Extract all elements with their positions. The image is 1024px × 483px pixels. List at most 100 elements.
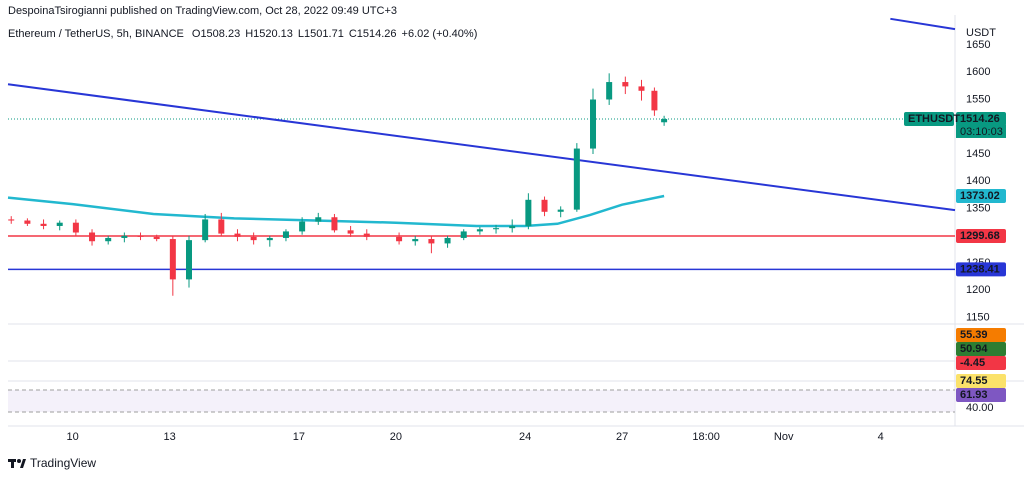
candle-body [266, 237, 273, 241]
x-tick-label: 24 [519, 431, 531, 443]
change: +6.02 (+0.40%) [402, 28, 478, 40]
x-tick-label: 13 [163, 431, 175, 443]
macd-tag-bg [956, 342, 1006, 356]
candle-body [509, 225, 516, 229]
candle-body [153, 236, 160, 240]
candle-body [40, 223, 47, 226]
candle-body [185, 240, 192, 280]
candle-body [573, 148, 580, 210]
candle-body [299, 221, 306, 232]
candle-body [590, 99, 597, 149]
candle-body [137, 235, 144, 237]
ohlc-label: O [192, 28, 201, 40]
y-tick-label: 1650 [966, 39, 990, 51]
rsi-tag: 61.93 [960, 389, 988, 401]
candle-body [56, 222, 63, 226]
x-tick-label: 4 [878, 431, 884, 443]
candle-body [396, 236, 403, 242]
y-tick-label: 1600 [966, 66, 990, 78]
price-tag: 1373.02 [960, 190, 1000, 202]
macd-tag-bg [956, 356, 1006, 370]
currency: USDT [966, 27, 996, 39]
brand: TradingView [30, 456, 96, 470]
candle-body [476, 229, 483, 232]
candle-body [493, 228, 500, 230]
candle-body [202, 219, 209, 241]
candle-body [315, 217, 322, 222]
published: DespoinaTsirogianni published on Trading… [8, 5, 397, 17]
candle-body [557, 209, 564, 212]
candle-body [121, 235, 128, 238]
macd-tag-bg [956, 328, 1006, 342]
price-tag-bg [956, 188, 1006, 203]
ohlc-value: 1501.71 [304, 28, 344, 40]
ohlc-value: 1514.26 [357, 28, 397, 40]
rsi-tick-label: 40.00 [966, 402, 994, 414]
candle-body [412, 239, 419, 242]
price-tag-bg [956, 262, 1006, 277]
candle-body [525, 199, 532, 226]
ohlc-label: L [298, 28, 304, 40]
candle-body [460, 231, 467, 238]
x-tick-label: 10 [67, 431, 79, 443]
currency-bg [957, 26, 1017, 40]
candle-body [661, 118, 668, 123]
candle-body [89, 232, 96, 242]
candle-body [250, 236, 257, 241]
candle-body [218, 219, 225, 234]
candle-body [234, 233, 241, 237]
macd-tag: 55.39 [960, 329, 988, 341]
candle-body [541, 199, 548, 212]
macd-tag: -4.45 [960, 357, 985, 369]
y-tick-label: 1450 [966, 148, 990, 160]
x-tick-label: Nov [774, 431, 794, 443]
candle-body [606, 82, 613, 100]
price-tag: 1238.41 [960, 263, 1000, 275]
price-tag-bg [956, 111, 1006, 126]
x-tick-label: 17 [293, 431, 305, 443]
candle-body [347, 230, 354, 234]
candle-body [363, 233, 370, 237]
rsi-band [8, 390, 955, 412]
ohlc-label: H [245, 28, 253, 40]
symbol-tag: ETHUSDT [908, 113, 960, 125]
price-tag-bg [956, 228, 1006, 243]
price-tag: 1299.68 [960, 230, 1000, 242]
countdown: 03:10:03 [960, 126, 1003, 138]
x-tick-label: 20 [390, 431, 402, 443]
rsi-tag-bg [956, 388, 1006, 402]
candle-body [444, 237, 451, 244]
candle-body [651, 90, 658, 111]
symbol-tag-bg [904, 111, 954, 126]
y-tick-label: 1350 [966, 202, 990, 214]
y-tick-label: 1150 [966, 311, 990, 323]
frame [8, 22, 955, 452]
candle-body [331, 217, 338, 231]
x-tick-label: 27 [616, 431, 628, 443]
moving-average [7, 194, 665, 228]
ohlc-label: C [349, 28, 357, 40]
candle-body [622, 82, 629, 87]
countdown-bg [956, 124, 1006, 138]
trendline [7, 83, 956, 212]
macd-tag: 50.94 [960, 343, 988, 355]
symbol: Ethereum / TetherUS, 5h, BINANCE [8, 28, 184, 40]
candle-body [105, 237, 112, 242]
candle-body [282, 231, 289, 238]
candle-body [8, 219, 15, 221]
price-tag: 1514.26 [960, 113, 1000, 125]
y-tick-label: 1400 [966, 175, 990, 187]
x-tick-label: 18:00 [692, 431, 720, 443]
ohlc-value: 1520.13 [253, 28, 293, 40]
logo [8, 459, 26, 468]
rsi-tag: 74.55 [960, 375, 988, 387]
candle-body [169, 239, 176, 280]
trendline [890, 17, 956, 31]
candle-body [638, 86, 645, 91]
candle-body [428, 239, 435, 244]
y-tick-label: 1200 [966, 284, 990, 296]
candle-body [72, 222, 79, 233]
candle-body [24, 220, 31, 224]
ohlc-value: 1508.23 [200, 28, 240, 40]
